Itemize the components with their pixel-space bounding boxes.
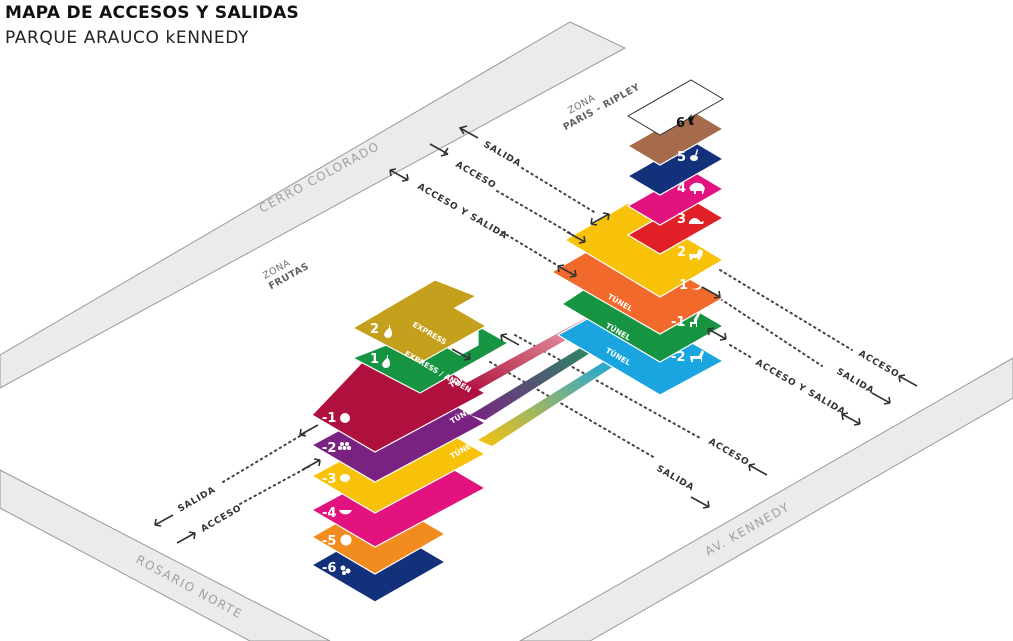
- frutas-floor-number: -4: [322, 506, 336, 521]
- entry-arrow-rosario-2: [301, 458, 321, 471]
- paris-floor-number: 5: [677, 150, 686, 165]
- map-title: MAPA DE ACCESOS Y SALIDAS: [5, 3, 300, 23]
- giraffe-icon: [690, 311, 701, 327]
- frutas-floor-number: -6: [322, 561, 336, 576]
- street-av-kennedy: [518, 357, 1013, 641]
- exit-arrow-frutas-express: [451, 348, 471, 361]
- route-label-salida-rosario: SALIDA: [177, 485, 218, 515]
- zone-label-paris-ripley: ZONA PARIS - RIPLEY: [561, 82, 641, 133]
- street-rosario-norte: [0, 469, 331, 641]
- route-label-salida-kennedy: SALIDA: [835, 367, 876, 397]
- paris-floor-number: 6: [676, 116, 685, 131]
- paris-floor-number: -2: [671, 350, 685, 365]
- paris-floor-number: -1: [671, 315, 685, 330]
- exit-arrow-rosario-1: [299, 424, 319, 437]
- paris-floor-number: 3: [677, 212, 686, 227]
- frutas-floor-icons: [338, 325, 392, 575]
- grapes-icon: [338, 442, 351, 450]
- both-arrow-kennedy-acceso-salida: [841, 412, 861, 426]
- route-label-acceso-salida-kennedy: ACCESO Y SALIDA: [754, 358, 848, 418]
- route-label-acceso-frutas: ACCESO: [707, 437, 751, 468]
- zone-label-frutas: ZONA FRUTAS: [261, 258, 311, 292]
- exit-arrow-kennedy-1: [701, 286, 721, 299]
- apple-icon: [340, 413, 350, 423]
- frutas-floor-number: -5: [322, 534, 336, 549]
- paris-floor-icons: [688, 114, 705, 390]
- route-label-acceso-paris: ACCESO: [454, 160, 498, 191]
- frutas-floor-number: -3: [322, 472, 336, 487]
- paris-floor-6: [627, 79, 724, 136]
- route-label-salida-frutas: SALIDA: [655, 464, 696, 494]
- horse-icon: [690, 350, 704, 362]
- turtle-icon: [689, 218, 704, 224]
- entry-arrow-paris-acceso: [429, 143, 449, 157]
- frutas-floor-labels: 2 1 -1 -2 -3 -4 -5 -6: [322, 322, 379, 576]
- entry-arrow-kennedy-acceso: [898, 374, 918, 387]
- frutas-floor-number: -1: [322, 411, 336, 426]
- entry-arrow-frutas-acceso: [748, 463, 768, 476]
- paris-floor-number: -3: [671, 385, 685, 400]
- lemon-icon: [340, 474, 350, 482]
- tunnel-middle: [470, 333, 612, 420]
- pear-icon: [382, 355, 390, 368]
- route-label-acceso-salida-paris: ACCESO Y SALIDA: [416, 182, 510, 242]
- paris-floor-number: 4: [677, 181, 686, 196]
- watermelon-icon: [339, 510, 352, 515]
- frutas-floor-number: -2: [322, 441, 336, 456]
- butterfly-icon: [692, 383, 703, 390]
- orange-icon: [340, 534, 352, 546]
- route-label-acceso-rosario: ACCESO: [200, 503, 244, 534]
- both-arrow-paris-1: [590, 212, 610, 226]
- frutas-floor-number: 2: [370, 322, 379, 337]
- street-cerro-colorado: [0, 21, 627, 389]
- exit-arrow-frutas-salida: [690, 496, 710, 509]
- access-arrows: [154, 125, 918, 544]
- map-subtitle: PARQUE ARAUCO kENNEDY: [5, 28, 249, 48]
- route-label-salida-paris: SALIDA: [482, 140, 523, 170]
- paris-floor-labels: 6 5 4 3 2 1 -1 -2 -3: [671, 116, 688, 400]
- paris-floor-number: 1: [679, 278, 688, 293]
- rooster-icon: [688, 114, 695, 125]
- both-arrow-paris-acceso-salida: [389, 168, 409, 182]
- entry-arrow-rosario-acceso: [176, 531, 196, 544]
- berries-icon: [340, 565, 351, 575]
- exit-arrow-rosario-salida: [154, 514, 174, 527]
- tunnel-lower: [478, 358, 617, 446]
- lion-icon: [689, 249, 703, 260]
- both-arrow-paris-3: [557, 264, 577, 278]
- rabbit-icon: [690, 149, 698, 161]
- exit-arrow-paris-salida: [458, 125, 479, 139]
- elephant-icon: [689, 182, 705, 194]
- entry-arrow-paris-2: [566, 231, 586, 244]
- exit-arrow-kennedy-salida: [871, 392, 891, 405]
- frutas-floor-number: 1: [370, 352, 379, 367]
- frutas-floor-2: [351, 279, 488, 364]
- paris-floor-number: 2: [677, 245, 686, 260]
- entry-arrow-frutas-top: [500, 333, 520, 346]
- route-label-acceso-kennedy: ACCESO: [857, 349, 901, 380]
- pear-icon: [384, 325, 392, 338]
- paris-building: [550, 79, 725, 396]
- duck-icon: [689, 280, 703, 290]
- route-lines: [222, 167, 853, 505]
- frutas-building: [310, 279, 510, 603]
- both-arrow-kennedy-2: [707, 327, 727, 341]
